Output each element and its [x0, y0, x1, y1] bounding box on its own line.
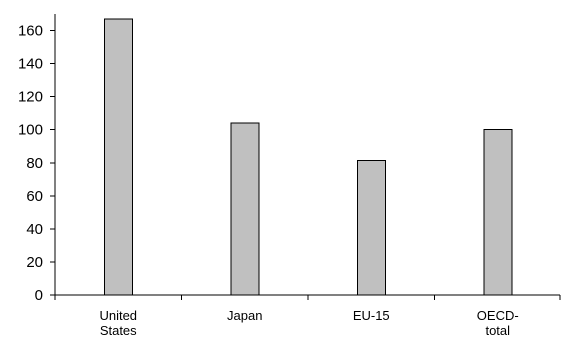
y-tick-label: 0 [35, 287, 43, 304]
y-tick-label: 100 [18, 122, 43, 139]
x-tick-label-line: Japan [227, 308, 262, 323]
y-tick-label: 60 [26, 188, 43, 205]
x-tick-label: OECD-total [477, 308, 519, 338]
y-tick-label: 120 [18, 89, 43, 106]
x-tick-label-line: States [100, 323, 137, 338]
x-tick-label: Japan [227, 308, 262, 323]
y-tick-label: 80 [26, 155, 43, 172]
x-tick-label-line: EU-15 [353, 308, 390, 323]
y-tick-label: 140 [18, 56, 43, 73]
x-tick-label-line: OECD- [477, 308, 519, 323]
y-tick-label: 160 [18, 23, 43, 40]
bar-oecd-total [483, 129, 513, 296]
x-tick-label-line: total [485, 323, 510, 338]
x-tick-label-line: United [99, 308, 137, 323]
x-tick-label: United States [99, 308, 137, 338]
x-tick-label: EU-15 [353, 308, 390, 323]
bar-eu-15 [356, 159, 386, 296]
bars-group [103, 18, 513, 296]
labels-group: 0 20 40 60 80 100 120 140 160 United States Japan EU… [18, 23, 519, 338]
bar-united-states [103, 18, 133, 296]
y-tick-label: 40 [26, 221, 43, 238]
axes-group [50, 14, 561, 300]
bar-japan [230, 122, 260, 296]
y-tick-label: 20 [26, 254, 43, 271]
